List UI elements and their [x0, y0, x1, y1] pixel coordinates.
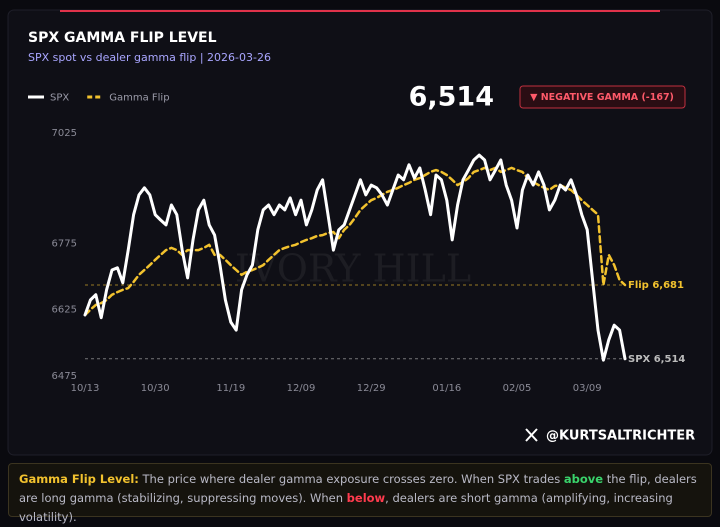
- chart-subtitle: SPX spot vs dealer gamma flip | 2026-03-…: [28, 51, 271, 64]
- note: Gamma Flip Level: The price where dealer…: [8, 463, 712, 524]
- legend-label: Gamma Flip: [109, 93, 169, 104]
- x-tick-label: 12/29: [357, 383, 386, 394]
- spot-value: 6,514: [409, 82, 494, 113]
- y-tick-label: 7025: [52, 128, 77, 139]
- reference-label: SPX 6,514: [628, 354, 685, 365]
- legend-label: SPX: [50, 93, 69, 104]
- reference-label: Flip 6,681: [628, 280, 684, 291]
- x-tick-label: 01/16: [432, 383, 461, 394]
- x-tick-label: 10/13: [71, 383, 100, 394]
- badge-box: [519, 85, 686, 109]
- x-tick-label: 03/09: [573, 383, 602, 394]
- x-tick-label: 12/09: [287, 383, 316, 394]
- x-tick-label: 02/05: [503, 383, 532, 394]
- x-logo: [525, 428, 538, 442]
- note-text: the flip, dealers are long gamma (stabil…: [19, 472, 697, 505]
- note-below: below: [346, 491, 386, 505]
- watermark: IVORY HILL: [235, 247, 471, 291]
- chart: SPX GAMMA FLIP LEVEL SPX spot vs dealer …: [7, 9, 713, 456]
- series-line: [83, 153, 627, 362]
- note-key: Gamma Flip Level:: [19, 472, 139, 486]
- note-text: , dealers are short gamma (amplifying, i…: [19, 491, 673, 524]
- note-above: above: [563, 472, 604, 486]
- y-tick-label: 6475: [52, 371, 77, 382]
- y-tick-label: 6625: [52, 305, 77, 316]
- x-tick-label: 11/19: [216, 383, 245, 394]
- x-tick-label: 10/30: [141, 383, 170, 394]
- note-text: The price where dealer gamma exposure cr…: [138, 472, 564, 486]
- handle: @KURTSALTRICHTER: [546, 429, 695, 444]
- y-tick-label: 6775: [52, 238, 77, 249]
- chart-title: SPX GAMMA FLIP LEVEL: [28, 30, 217, 46]
- badge: ▼ NEGATIVE GAMMA (-167): [530, 92, 674, 103]
